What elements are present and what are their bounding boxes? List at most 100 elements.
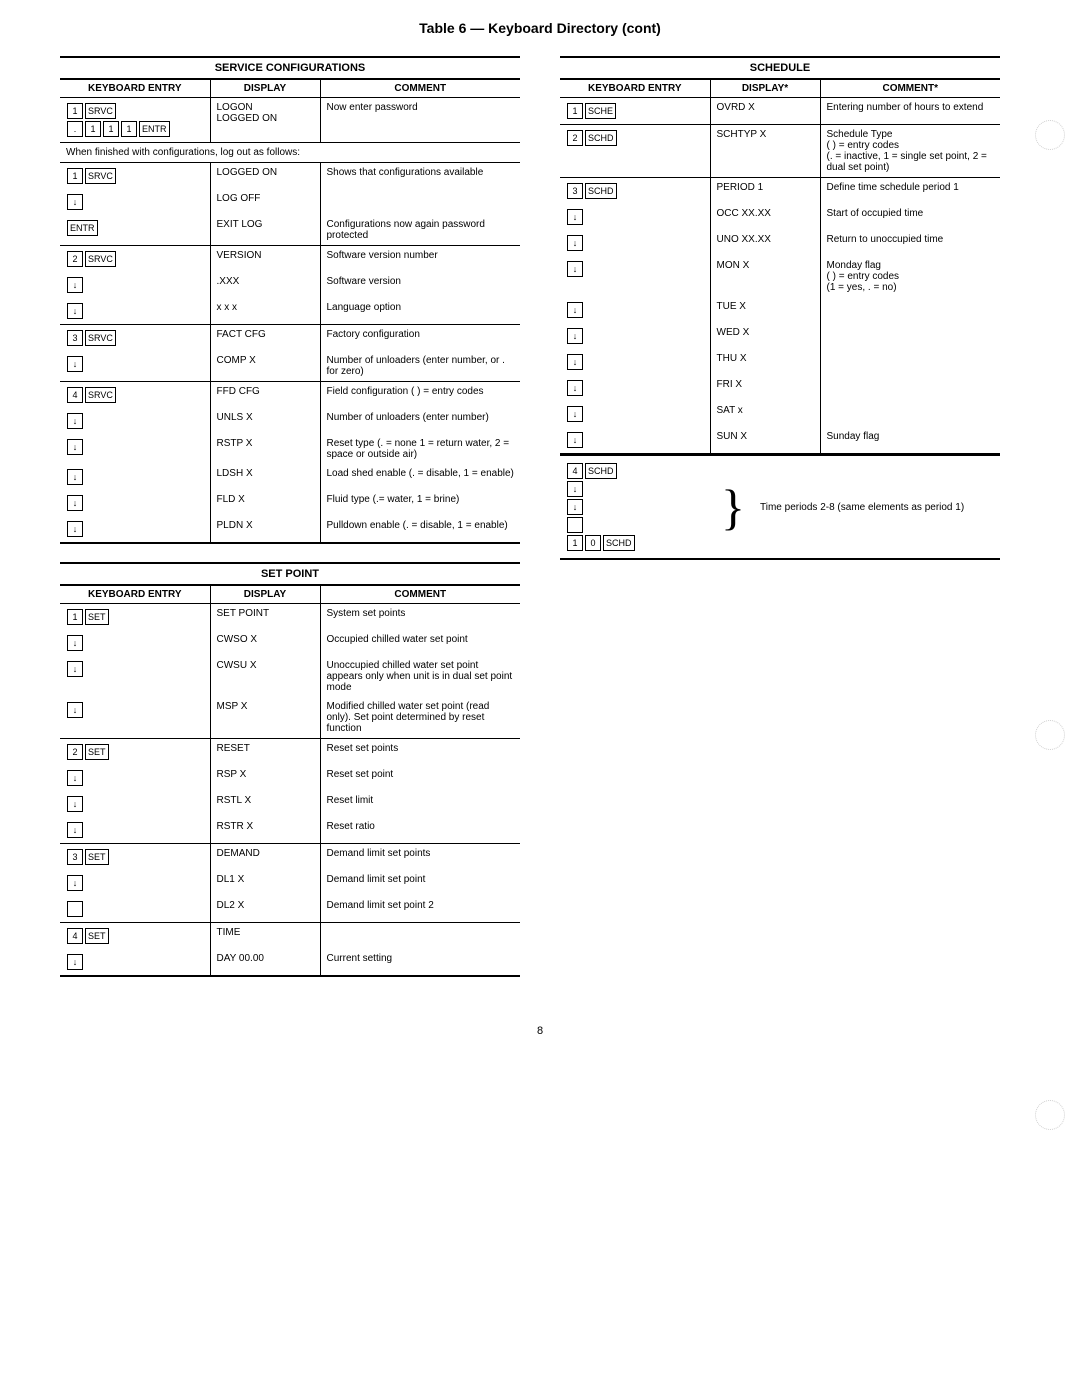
keyboard-entry-cell xyxy=(60,434,210,464)
arrow-down-key xyxy=(67,954,83,970)
display-cell: SET POINT xyxy=(210,604,320,631)
arrow-down-key xyxy=(567,481,583,497)
comment-cell xyxy=(820,401,1000,427)
arrow-down-key xyxy=(67,439,83,455)
key-set: SET xyxy=(85,609,109,625)
schedule-note-keys: 4SCHD 10SCHD xyxy=(566,462,706,552)
content-columns: SERVICE CONFIGURATIONS KEYBOARD ENTRY DI… xyxy=(60,56,1020,995)
keyboard-entry-cell: 2SCHD xyxy=(560,125,710,178)
comment-cell: Field configuration ( ) = entry codes xyxy=(320,382,520,409)
key-4: 4 xyxy=(67,387,83,403)
keyboard-entry-cell: 2SET xyxy=(60,739,210,766)
comment-cell: Now enter password xyxy=(320,98,520,143)
keyboard-entry-cell xyxy=(60,870,210,896)
arrow-down-key xyxy=(567,302,583,318)
arrow-down-key xyxy=(67,495,83,511)
schedule-note-text: Time periods 2-8 (same elements as perio… xyxy=(760,502,994,513)
arrow-down-key xyxy=(567,209,583,225)
keyboard-entry-cell xyxy=(60,516,210,543)
display-cell: LOGON LOGGED ON xyxy=(210,98,320,143)
keyboard-entry-cell xyxy=(560,375,710,401)
comment-cell: Software version xyxy=(320,272,520,298)
arrow-down-key xyxy=(567,328,583,344)
key-set: SET xyxy=(85,744,109,760)
key-3: 3 xyxy=(67,849,83,865)
key-1: 1 xyxy=(67,609,83,625)
display-cell: FFD CFG xyxy=(210,382,320,409)
keyboard-entry-cell: 1SCHE xyxy=(560,98,710,125)
keyboard-entry-cell xyxy=(560,230,710,256)
display-cell: DL1 X xyxy=(210,870,320,896)
header-display: DISPLAY* xyxy=(710,80,820,98)
display-cell: FRI X xyxy=(710,375,820,401)
comment-cell: Reset set point xyxy=(320,765,520,791)
display-cell: TUE X xyxy=(710,297,820,323)
display-cell: LOG OFF xyxy=(210,189,320,215)
keyboard-entry-cell: 3SCHD xyxy=(560,178,710,205)
arrow-down-key xyxy=(567,354,583,370)
header-display: DISPLAY xyxy=(210,80,320,98)
schedule-table: SCHEDULE KEYBOARD ENTRY DISPLAY* COMMENT… xyxy=(560,56,1000,455)
arrow-down-key xyxy=(67,413,83,429)
key-4: 4 xyxy=(567,463,583,479)
set-point-table: SET POINT KEYBOARD ENTRY DISPLAY COMMENT… xyxy=(60,562,520,977)
blank-key xyxy=(67,901,83,917)
comment-cell: Shows that configurations available xyxy=(320,163,520,190)
key-1: 1 xyxy=(85,121,101,137)
schedule-body: 1SCHEOVRD XEntering number of hours to e… xyxy=(560,98,1000,455)
set-point-body: 1SETSET POINTSystem set pointsCWSO XOccu… xyxy=(60,604,520,977)
keyboard-entry-cell xyxy=(60,817,210,844)
comment-cell: Number of unloaders (enter number) xyxy=(320,408,520,434)
comment-cell: Demand limit set point 2 xyxy=(320,896,520,923)
key-entr: ENTR xyxy=(139,121,170,137)
comment-cell: Sunday flag xyxy=(820,427,1000,454)
key-srvc: SRVC xyxy=(85,251,116,267)
keyboard-entry-cell xyxy=(60,791,210,817)
comment-cell: Number of unloaders (enter number, or . … xyxy=(320,351,520,382)
keyboard-entry-cell xyxy=(60,896,210,923)
arrow-down-key xyxy=(67,770,83,786)
arrow-down-key xyxy=(67,356,83,372)
display-cell: WED X xyxy=(710,323,820,349)
display-cell: DEMAND xyxy=(210,844,320,871)
keyboard-entry-cell xyxy=(560,297,710,323)
comment-cell: Reset limit xyxy=(320,791,520,817)
comment-cell: Software version number xyxy=(320,246,520,273)
keyboard-entry-cell xyxy=(560,427,710,454)
display-cell: VERSION xyxy=(210,246,320,273)
keyboard-entry-cell xyxy=(60,949,210,976)
key-srvc: SRVC xyxy=(85,387,116,403)
keyboard-entry-cell xyxy=(60,697,210,739)
key-schd: SCHD xyxy=(585,130,617,146)
display-cell: RESET xyxy=(210,739,320,766)
comment-cell: Demand limit set point xyxy=(320,870,520,896)
service-config-table: SERVICE CONFIGURATIONS KEYBOARD ENTRY DI… xyxy=(60,56,520,544)
keyboard-entry-cell: 1SET xyxy=(60,604,210,631)
comment-cell: Start of occupied time xyxy=(820,204,1000,230)
scan-artifact xyxy=(1035,1100,1065,1130)
display-cell: SCHTYP X xyxy=(710,125,820,178)
display-cell: RSTL X xyxy=(210,791,320,817)
comment-cell: Entering number of hours to extend xyxy=(820,98,1000,125)
comment-cell: Define time schedule period 1 xyxy=(820,178,1000,205)
display-cell: MSP X xyxy=(210,697,320,739)
arrow-down-key xyxy=(67,796,83,812)
header-display: DISPLAY xyxy=(210,586,320,604)
header-keyboard-entry: KEYBOARD ENTRY xyxy=(560,80,710,98)
keyboard-entry-cell: 1SRVC xyxy=(60,163,210,190)
display-cell: COMP X xyxy=(210,351,320,382)
arrow-down-key xyxy=(67,702,83,718)
page-number: 8 xyxy=(60,1025,1020,1037)
display-cell: TIME xyxy=(210,923,320,950)
display-cell: DL2 X xyxy=(210,896,320,923)
comment-cell xyxy=(820,349,1000,375)
display-cell: RSP X xyxy=(210,765,320,791)
key-2: 2 xyxy=(67,251,83,267)
key-3: 3 xyxy=(567,183,583,199)
key-srvc: SRVC xyxy=(85,330,116,346)
key-3: 3 xyxy=(67,330,83,346)
display-cell: SAT x xyxy=(710,401,820,427)
comment-cell xyxy=(820,375,1000,401)
arrow-down-key xyxy=(567,235,583,251)
comment-cell: Reset set points xyxy=(320,739,520,766)
